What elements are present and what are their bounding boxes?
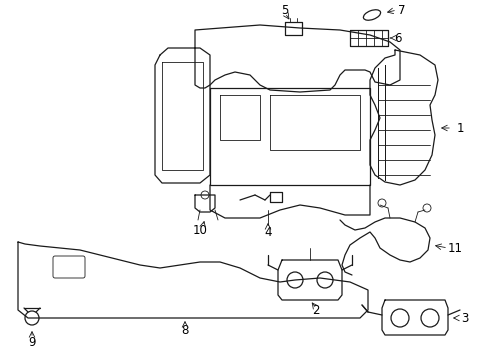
Text: 3: 3: [461, 311, 469, 324]
Text: 2: 2: [312, 303, 320, 316]
Text: 4: 4: [264, 225, 272, 239]
Text: 5: 5: [281, 4, 289, 17]
Text: 9: 9: [28, 336, 36, 348]
Text: 11: 11: [447, 242, 463, 255]
Text: 10: 10: [193, 224, 207, 237]
Text: 7: 7: [398, 4, 406, 17]
Text: 6: 6: [394, 32, 402, 45]
Text: 1: 1: [456, 122, 464, 135]
Text: 8: 8: [181, 324, 189, 337]
